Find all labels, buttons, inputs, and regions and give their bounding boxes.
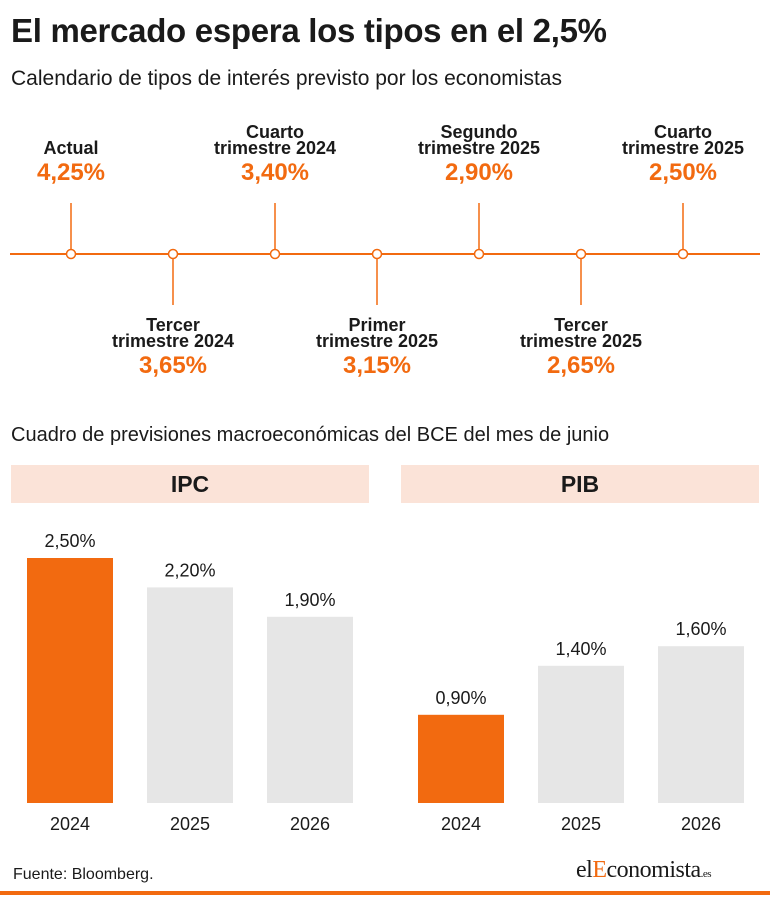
timeline-rate-value: 2,65% bbox=[546, 352, 616, 379]
timeline-period: Tercer trimestre 2024 bbox=[73, 315, 273, 351]
forecast-bar-charts: 2,50% 2024 2,20% 2025 1,90% 2026 0,90% 2024 1,40… bbox=[27, 531, 744, 834]
brand-suffix: conomista bbox=[606, 857, 702, 883]
x-tick-label: 2025 bbox=[170, 814, 210, 834]
timeline-axis bbox=[10, 203, 760, 305]
bar-value-label: 1,60% bbox=[675, 619, 726, 639]
brand-accent: E bbox=[592, 857, 607, 883]
rate-timeline: Actual 4,25% Tercer trimestre 2024 3,65% Cuar… bbox=[0, 100, 770, 400]
bar bbox=[538, 665, 624, 803]
timeline-period-line: Tercer bbox=[146, 315, 200, 335]
bar-value-label: 0,90% bbox=[435, 688, 486, 708]
timeline-label: Cuarto trimestre 2024 3,40% bbox=[175, 122, 375, 187]
timeline-marker bbox=[575, 248, 587, 260]
bar bbox=[418, 714, 504, 803]
page-subtitle: Calendario de tipos de interés previsto … bbox=[11, 67, 562, 90]
section-title: Cuadro de previsiones macroeconómicas de… bbox=[11, 424, 610, 446]
timeline-period-line: Primer bbox=[348, 315, 406, 335]
timeline-label: Actual 4,25% bbox=[0, 138, 171, 187]
bottom-rule bbox=[0, 891, 770, 895]
timeline-period-line: Tercer bbox=[554, 315, 608, 335]
timeline-period-line: trimestre 2025 bbox=[621, 138, 745, 158]
pib-panel-header: PIB bbox=[401, 465, 759, 503]
page-title: El mercado espera los tipos en el 2,5% bbox=[11, 12, 607, 49]
timeline-rate-value: 3,15% bbox=[342, 352, 412, 379]
timeline-period-line: trimestre 2025 bbox=[519, 331, 643, 351]
timeline-marker bbox=[371, 248, 383, 260]
bar bbox=[267, 616, 353, 803]
source-note: Fuente: Bloomberg. bbox=[13, 866, 154, 883]
timeline-rate-value: 3,65% bbox=[138, 352, 208, 379]
timeline-label: Segundo trimestre 2025 2,90% bbox=[379, 122, 579, 187]
ipc-panel-header: IPC bbox=[11, 465, 369, 503]
bar-value-label: 1,90% bbox=[284, 590, 335, 610]
brand-prefix: el bbox=[576, 857, 593, 883]
timeline-period-line: trimestre 2025 bbox=[315, 331, 439, 351]
timeline-marker bbox=[269, 248, 281, 260]
x-tick-label: 2026 bbox=[681, 814, 721, 834]
timeline-period-line: trimestre 2025 bbox=[417, 138, 541, 158]
timeline-period: Cuarto trimestre 2024 bbox=[175, 122, 375, 158]
timeline-period: Tercer trimestre 2025 bbox=[481, 315, 681, 351]
bar bbox=[27, 558, 113, 803]
timeline-label: Tercer trimestre 2025 2,65% bbox=[481, 315, 681, 380]
brand-tld: .es bbox=[700, 868, 712, 880]
x-tick-label: 2025 bbox=[561, 814, 601, 834]
timeline-marker bbox=[677, 248, 689, 260]
bar bbox=[147, 587, 233, 803]
timeline-period: Primer trimestre 2025 bbox=[277, 315, 477, 351]
timeline-period: Cuarto trimestre 2025 bbox=[583, 122, 770, 158]
bar-value-label: 2,20% bbox=[164, 560, 215, 580]
bar-value-label: 1,40% bbox=[555, 639, 606, 659]
timeline-period-line: Cuarto bbox=[654, 122, 712, 142]
timeline-period-line: Segundo bbox=[440, 122, 518, 142]
timeline-period: Actual bbox=[0, 138, 171, 158]
timeline-label: Tercer trimestre 2024 3,65% bbox=[73, 315, 273, 380]
timeline-period-line: trimestre 2024 bbox=[213, 138, 337, 158]
timeline-rate-value: 2,90% bbox=[444, 159, 514, 186]
timeline-rate-value: 4,25% bbox=[36, 159, 106, 186]
timeline-period: Segundo trimestre 2025 bbox=[379, 122, 579, 158]
brand-logo: elEconomista.es bbox=[576, 857, 712, 884]
pib-bar-chart: 0,90% 2024 1,40% 2025 1,60% 2026 bbox=[418, 619, 744, 834]
ipc-bar-chart: 2,50% 2024 2,20% 2025 1,90% 2026 bbox=[27, 531, 353, 834]
x-tick-label: 2024 bbox=[50, 814, 90, 834]
timeline-marker bbox=[65, 248, 77, 260]
timeline-period-line: trimestre 2024 bbox=[111, 331, 235, 351]
bar bbox=[658, 646, 744, 803]
timeline-rate-value: 3,40% bbox=[240, 159, 310, 186]
timeline-marker bbox=[473, 248, 485, 260]
timeline-marker bbox=[167, 248, 179, 260]
timeline-period-line: Cuarto bbox=[246, 122, 304, 142]
x-tick-label: 2024 bbox=[441, 814, 481, 834]
bar-value-label: 2,50% bbox=[44, 531, 95, 551]
timeline-label: Cuarto trimestre 2025 2,50% bbox=[583, 122, 770, 187]
timeline-label: Primer trimestre 2025 3,15% bbox=[277, 315, 477, 380]
x-tick-label: 2026 bbox=[290, 814, 330, 834]
timeline-rate-value: 2,50% bbox=[648, 159, 718, 186]
timeline-period-line: Actual bbox=[43, 138, 99, 158]
